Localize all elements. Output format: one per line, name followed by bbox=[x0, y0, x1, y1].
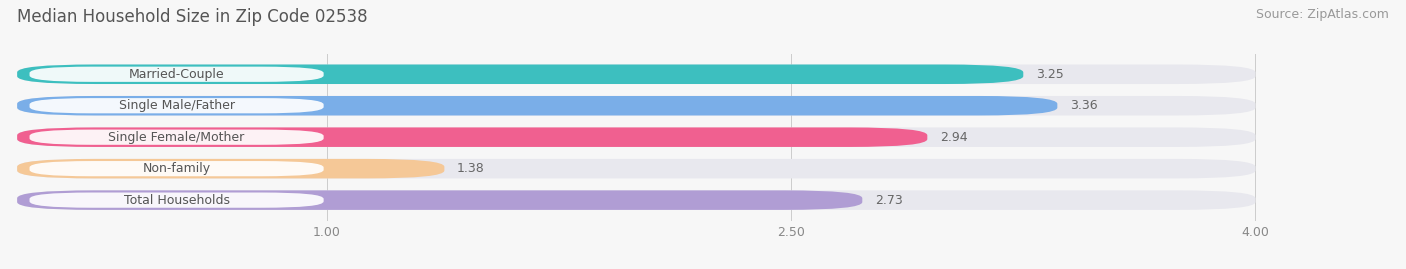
FancyBboxPatch shape bbox=[17, 128, 928, 147]
FancyBboxPatch shape bbox=[17, 159, 444, 178]
FancyBboxPatch shape bbox=[30, 67, 323, 82]
FancyBboxPatch shape bbox=[30, 98, 323, 113]
Text: Single Female/Mother: Single Female/Mother bbox=[108, 131, 245, 144]
FancyBboxPatch shape bbox=[17, 190, 862, 210]
Text: Total Households: Total Households bbox=[124, 194, 229, 207]
Text: Source: ZipAtlas.com: Source: ZipAtlas.com bbox=[1256, 8, 1389, 21]
Text: Non-family: Non-family bbox=[142, 162, 211, 175]
Text: 3.25: 3.25 bbox=[1036, 68, 1063, 81]
FancyBboxPatch shape bbox=[17, 159, 1256, 178]
Text: 1.38: 1.38 bbox=[457, 162, 485, 175]
Text: 2.73: 2.73 bbox=[875, 194, 903, 207]
FancyBboxPatch shape bbox=[17, 190, 1256, 210]
Text: Married-Couple: Married-Couple bbox=[129, 68, 225, 81]
Text: 3.36: 3.36 bbox=[1070, 99, 1097, 112]
FancyBboxPatch shape bbox=[30, 193, 323, 208]
Text: Single Male/Father: Single Male/Father bbox=[118, 99, 235, 112]
FancyBboxPatch shape bbox=[30, 130, 323, 145]
Text: 2.94: 2.94 bbox=[939, 131, 967, 144]
Text: Median Household Size in Zip Code 02538: Median Household Size in Zip Code 02538 bbox=[17, 8, 367, 26]
FancyBboxPatch shape bbox=[30, 161, 323, 176]
FancyBboxPatch shape bbox=[17, 65, 1024, 84]
FancyBboxPatch shape bbox=[17, 96, 1256, 115]
FancyBboxPatch shape bbox=[17, 128, 1256, 147]
FancyBboxPatch shape bbox=[17, 65, 1256, 84]
FancyBboxPatch shape bbox=[17, 96, 1057, 115]
